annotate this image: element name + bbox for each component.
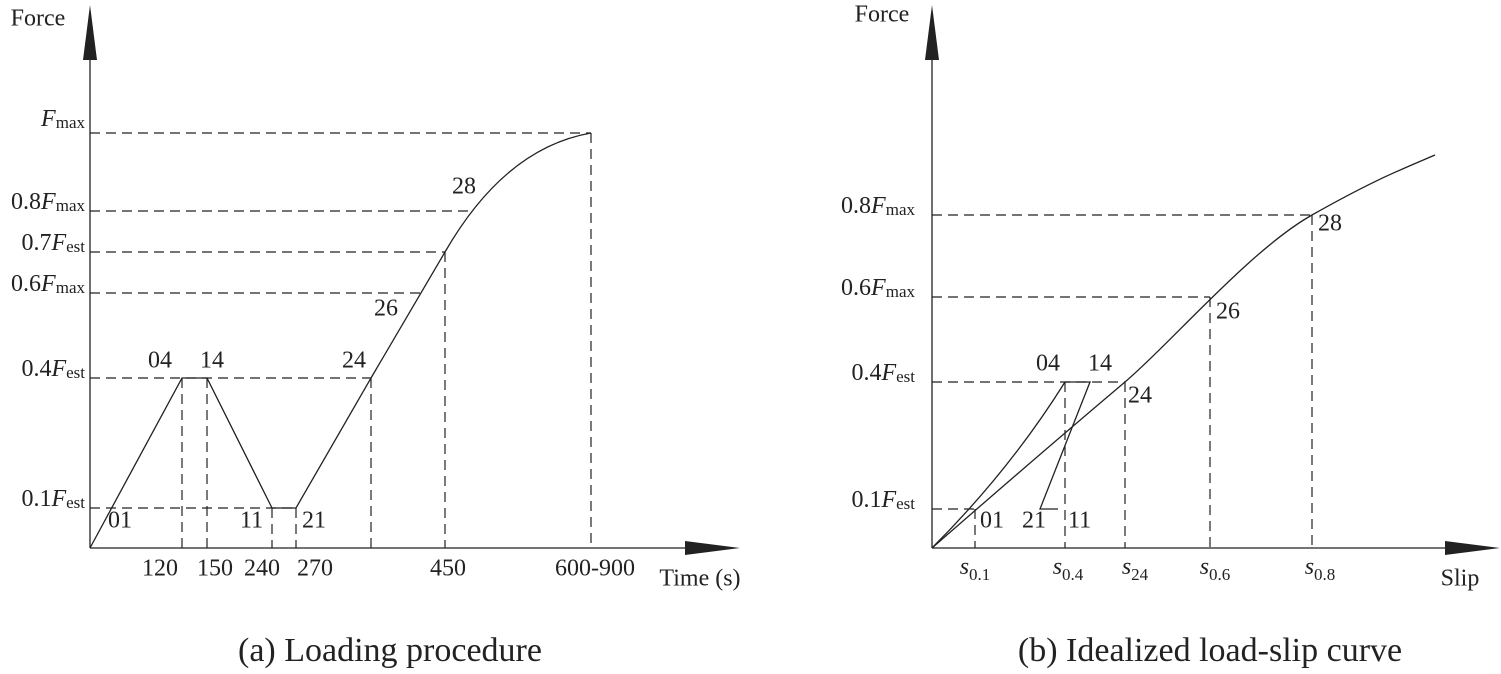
x-label: 450 [430, 556, 466, 582]
var: F [50, 486, 66, 512]
x-label: 600-900 [555, 556, 635, 582]
var: s [1200, 554, 1209, 580]
y-axis-label: Force [855, 2, 910, 28]
point-label: 14 [1088, 351, 1112, 377]
coef: 0.1 [21, 486, 51, 512]
point-label: 01 [980, 508, 1004, 534]
caption: (a) Loading procedure [238, 632, 542, 669]
y-label: Fmax [40, 106, 85, 132]
sub: est [896, 367, 915, 386]
x-label: 270 [297, 556, 333, 582]
sub: 0.8 [1314, 565, 1335, 584]
x-label: s0.4 [1053, 554, 1084, 584]
point-label: 24 [342, 348, 366, 374]
var: F [870, 275, 886, 301]
load-curve [89, 132, 592, 549]
coef: 0.6 [841, 275, 871, 301]
x-label: s0.8 [1305, 554, 1336, 584]
sub: 0.4 [1062, 565, 1084, 584]
x-axis-label: Time (s) [659, 566, 740, 592]
var: F [40, 106, 56, 132]
y-label: 0.1Fest [21, 486, 85, 512]
x-label: 120 [142, 556, 178, 582]
point-label: 11 [240, 508, 263, 534]
sub: max [56, 196, 86, 215]
var: F [40, 189, 56, 215]
sub: max [886, 200, 916, 219]
y-label: 0.8Fmax [841, 193, 915, 219]
point-label: 28 [1318, 211, 1342, 237]
y-label: 0.6Fmax [11, 271, 85, 297]
coef: 0.7 [21, 230, 51, 256]
point-label: 26 [374, 296, 398, 322]
coef: 0.1 [851, 487, 881, 513]
y-label: 0.7Fest [21, 230, 85, 256]
y-label: 0.8Fmax [11, 189, 85, 215]
x-label: 240 [244, 556, 280, 582]
loop [931, 381, 1091, 549]
sub: 24 [1131, 565, 1149, 584]
var: F [40, 271, 56, 297]
y-axis-label: Force [11, 6, 66, 32]
y-label: 0.6Fmax [841, 275, 915, 301]
point-label: 11 [1068, 508, 1091, 534]
var: F [50, 230, 66, 256]
point-label: 14 [200, 348, 224, 374]
panel-b [925, 5, 1500, 555]
caption: (b) Idealized load-slip curve [1018, 632, 1402, 669]
guide-lines [90, 132, 592, 548]
point-label: 21 [302, 508, 326, 534]
arrow [83, 5, 97, 60]
var: s [1305, 554, 1314, 580]
panel-a [83, 5, 740, 555]
point-label: 28 [452, 174, 476, 200]
x-label: s0.1 [960, 554, 991, 584]
point-label: 04 [148, 348, 172, 374]
point-label: 24 [1128, 383, 1152, 409]
var: F [870, 193, 886, 219]
var: F [50, 356, 66, 382]
sub: max [886, 282, 916, 301]
coef: 0.4 [851, 360, 881, 386]
x-label: s0.6 [1200, 554, 1231, 584]
sub: est [66, 237, 85, 256]
coef: 0.8 [841, 193, 871, 219]
x-axis-label: Slip [1441, 566, 1480, 592]
sub: max [56, 278, 86, 297]
var: F [880, 360, 896, 386]
coef: 0.6 [11, 271, 41, 297]
sub: est [66, 363, 85, 382]
load-slip-curve [931, 154, 1436, 549]
arrow [1445, 541, 1500, 555]
point-label: 04 [1036, 351, 1060, 377]
sub: est [66, 493, 85, 512]
point-label: 26 [1216, 299, 1240, 325]
arrow [925, 5, 939, 60]
point-label: 01 [108, 508, 132, 534]
coef: 0.8 [11, 189, 41, 215]
point-label: 21 [1022, 508, 1046, 534]
coef: 0.4 [21, 356, 51, 382]
arrow [685, 541, 740, 555]
var: s [1053, 554, 1062, 580]
sub: 0.6 [1209, 565, 1230, 584]
x-label: 150 [197, 556, 233, 582]
guide-lines [932, 214, 1313, 548]
sub: max [56, 113, 86, 132]
sub: est [896, 494, 915, 513]
sub: 0.1 [969, 565, 990, 584]
y-label: 0.4Fest [21, 356, 85, 382]
var: s [960, 554, 969, 580]
var: F [880, 487, 896, 513]
var: s [1122, 554, 1131, 580]
x-label: s24 [1122, 554, 1149, 584]
y-label: 0.4Fest [851, 360, 915, 386]
y-label: 0.1Fest [851, 487, 915, 513]
